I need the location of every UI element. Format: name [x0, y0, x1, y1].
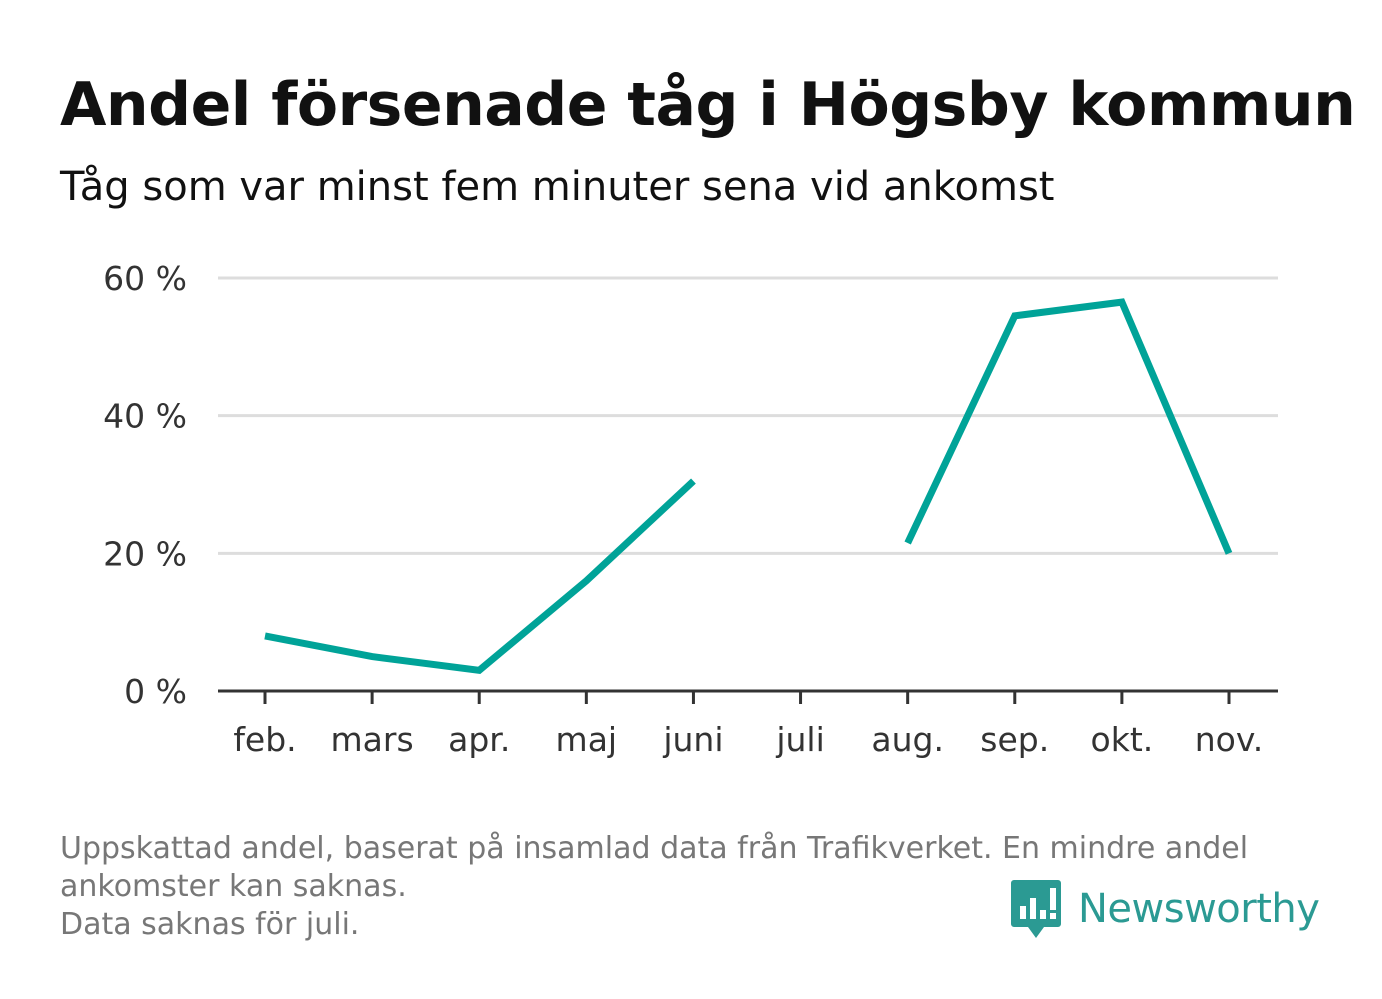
y-tick-label: 20 % — [103, 534, 187, 573]
y-axis-ticks: 0 % 20 % 40 % 60 % — [103, 259, 187, 711]
x-tick-label: aug. — [871, 720, 944, 759]
x-axis: feb. mars apr. maj juni juli aug. sep. okt. nov. — [218, 689, 1278, 759]
footnote-line-3: Data saknas för juli. — [60, 907, 360, 942]
y-tick-label: 60 % — [103, 259, 187, 298]
y-tick-label: 0 % — [124, 672, 187, 711]
grid-lines — [218, 276, 1278, 555]
x-tick-label: sep. — [980, 720, 1049, 759]
footnote: Uppskattad andel, baserat på insamlad da… — [60, 830, 1248, 944]
x-tick-label: mars — [331, 720, 414, 759]
x-tick-label: okt. — [1091, 720, 1154, 759]
newsworthy-logo-icon — [1011, 880, 1061, 938]
footnote-line-1: Uppskattad andel, baserat på insamlad da… — [60, 831, 1249, 866]
series-line-segment — [264, 478, 696, 675]
chart-title: Andel försenade tåg i Högsby kommun — [60, 70, 1356, 140]
x-tick-label: juli — [775, 720, 824, 759]
x-tick-label: apr. — [448, 720, 510, 759]
x-tick-label: nov. — [1195, 720, 1264, 759]
series-line-segment — [904, 298, 1233, 555]
chart-subtitle: Tåg som var minst fem minuter sena vid a… — [60, 164, 1055, 210]
x-tick-label: juni — [662, 720, 723, 759]
x-tick-label: feb. — [233, 720, 296, 759]
brand-name: Newsworthy — [1078, 886, 1320, 932]
y-tick-label: 40 % — [103, 397, 187, 436]
brand-logo: Newsworthy — [1010, 878, 1320, 940]
footnote-line-2: ankomster kan saknas. — [60, 869, 407, 904]
series-lines — [264, 298, 1233, 675]
x-tick-label: maj — [556, 720, 618, 759]
